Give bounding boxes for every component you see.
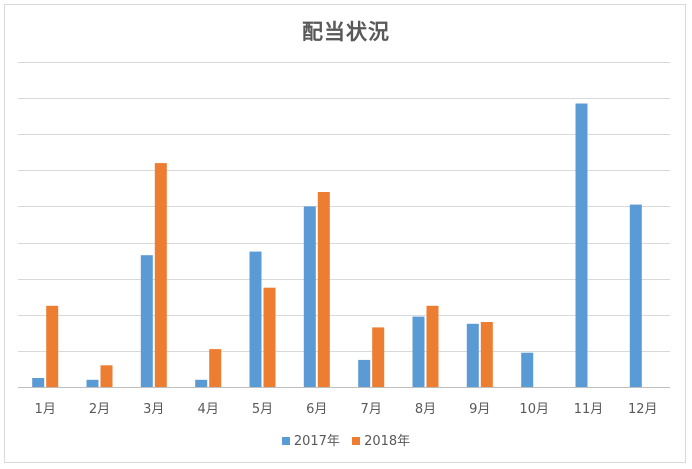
x-tick-label: 9月 — [469, 402, 490, 417]
x-tick-label: 11月 — [574, 402, 604, 417]
x-tick-label: 6月 — [306, 402, 327, 417]
legend: 2017年 2018年 — [0, 430, 692, 449]
bar-2017年-8月 — [412, 316, 425, 387]
chart-frame — [4, 4, 686, 463]
bar-2018年-6月 — [317, 192, 330, 387]
bar-2017年-7月 — [358, 359, 371, 387]
bar-2017年-6月 — [303, 206, 316, 387]
bar-2018年-1月 — [46, 305, 59, 388]
x-tick-label: 10月 — [519, 402, 549, 417]
bar-2018年-3月 — [154, 163, 167, 387]
bar-2018年-8月 — [426, 305, 439, 388]
x-tick-label: 1月 — [35, 402, 56, 417]
legend-label-2017: 2017年 — [293, 434, 340, 449]
x-tick-label: 4月 — [198, 402, 219, 417]
x-tick-label: 5月 — [252, 402, 273, 417]
x-tick-label: 3月 — [143, 402, 164, 417]
x-tick-label: 2月 — [89, 402, 110, 417]
bar-2018年-7月 — [372, 327, 385, 387]
legend-label-2018: 2018年 — [364, 434, 411, 449]
bar-2017年-1月 — [32, 378, 45, 387]
x-tick-label: 7月 — [361, 402, 382, 417]
legend-swatch-2018 — [352, 436, 361, 445]
chart-title: 配当状況 — [302, 20, 390, 44]
bar-2017年-3月 — [140, 255, 153, 387]
gridlines — [18, 62, 670, 388]
bar-2017年-2月 — [86, 379, 99, 387]
bar-2018年-2月 — [100, 365, 113, 387]
legend-item-2017: 2017年 — [281, 430, 340, 449]
bar-2017年-11月 — [575, 103, 588, 387]
legend-item-2018: 2018年 — [352, 430, 410, 449]
legend-swatch-2017 — [281, 436, 290, 445]
x-tick-label: 8月 — [415, 402, 436, 417]
x-axis-labels: 1月 2月 3月 4月 5月 6月 7月 8月 9月 10月 11月 12月 — [35, 402, 658, 417]
bar-2017年-4月 — [195, 379, 208, 387]
bar-2017年-12月 — [629, 204, 642, 387]
x-tick-label: 12月 — [628, 402, 658, 417]
bars — [32, 103, 642, 388]
bar-2017年-5月 — [249, 251, 262, 387]
bar-2018年-5月 — [263, 287, 276, 387]
bar-2018年-9月 — [480, 322, 493, 387]
bar-2018年-4月 — [209, 349, 222, 387]
bar-2017年-10月 — [521, 352, 534, 387]
bar-2017年-9月 — [466, 323, 479, 387]
